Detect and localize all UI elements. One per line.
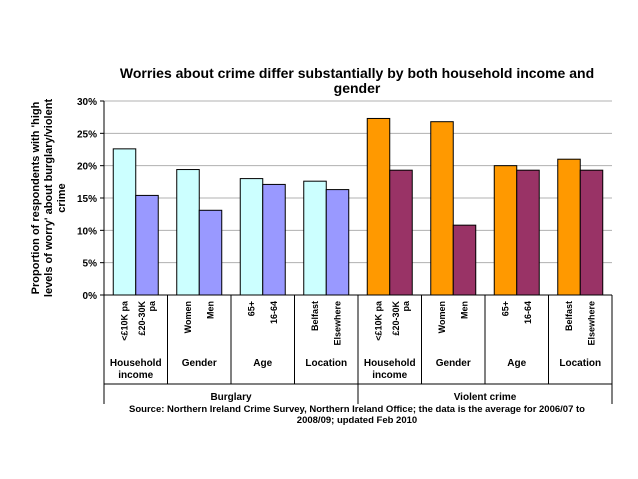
bar bbox=[239, 178, 264, 296]
chart-title: Worries about crime differ substantially… bbox=[120, 65, 594, 81]
category-label: <£10K pa bbox=[374, 300, 384, 341]
bar bbox=[112, 148, 137, 296]
category-label: £20-30K bbox=[137, 301, 147, 336]
group-label: Gender bbox=[436, 358, 471, 369]
group-label: Location bbox=[305, 358, 347, 369]
y-tick-label: 20% bbox=[77, 162, 97, 173]
category-label: Men bbox=[460, 301, 470, 319]
group-label: Household bbox=[364, 358, 416, 369]
bar bbox=[430, 121, 454, 296]
bar bbox=[579, 169, 604, 296]
section-label: Violent crime bbox=[454, 392, 517, 403]
category-label: 65+ bbox=[247, 301, 257, 316]
y-tick-label: 25% bbox=[77, 129, 97, 140]
y-tick-label: 5% bbox=[83, 259, 98, 270]
category-label: pa bbox=[147, 300, 157, 311]
category-label: Belfast bbox=[564, 301, 574, 331]
category-label: Elsewhere bbox=[333, 301, 343, 346]
group-label: income bbox=[372, 370, 407, 381]
bar bbox=[262, 183, 286, 296]
group-label: Location bbox=[559, 358, 601, 369]
bar bbox=[516, 169, 540, 296]
category-label: Women bbox=[183, 301, 193, 333]
group-label: Household bbox=[110, 358, 162, 369]
bar bbox=[176, 169, 200, 296]
y-tick-label: 0% bbox=[83, 291, 98, 302]
y-tick-label: 30% bbox=[77, 97, 97, 108]
bar bbox=[198, 209, 223, 296]
bar bbox=[303, 180, 327, 296]
bar bbox=[452, 224, 477, 296]
group-label: Age bbox=[253, 358, 272, 369]
category-label: Belfast bbox=[310, 301, 320, 331]
category-label: Women bbox=[437, 301, 447, 333]
bar bbox=[135, 194, 159, 296]
bar bbox=[389, 169, 413, 296]
y-axis-label: crime bbox=[56, 183, 68, 212]
chart-title: gender bbox=[334, 80, 381, 96]
bar bbox=[325, 189, 350, 296]
bar bbox=[557, 158, 581, 296]
group-label: Gender bbox=[182, 358, 217, 369]
section-label: Burglary bbox=[210, 392, 252, 403]
category-label: 16-64 bbox=[269, 301, 279, 324]
source-note: Source: Northern Ireland Crime Survey, N… bbox=[129, 404, 585, 415]
group-label: Age bbox=[507, 358, 526, 369]
y-tick-label: 10% bbox=[77, 226, 97, 237]
category-label: pa bbox=[401, 300, 411, 311]
bar bbox=[493, 165, 518, 296]
y-axis-label: Proportion of respondents with 'high bbox=[30, 101, 42, 294]
category-label: Men bbox=[206, 301, 216, 319]
category-label: <£10K pa bbox=[120, 300, 130, 341]
group-label: income bbox=[118, 370, 153, 381]
y-tick-label: 15% bbox=[77, 194, 97, 205]
source-note: 2008/09; updated Feb 2010 bbox=[297, 415, 417, 426]
category-label: 16-64 bbox=[523, 301, 533, 324]
category-label: £20-30K bbox=[391, 301, 401, 336]
bar bbox=[366, 117, 391, 296]
y-axis-label: levels of worry' about burglary/violent bbox=[43, 99, 55, 298]
category-label: 65+ bbox=[501, 301, 511, 316]
category-label: Elsewhere bbox=[587, 301, 597, 346]
